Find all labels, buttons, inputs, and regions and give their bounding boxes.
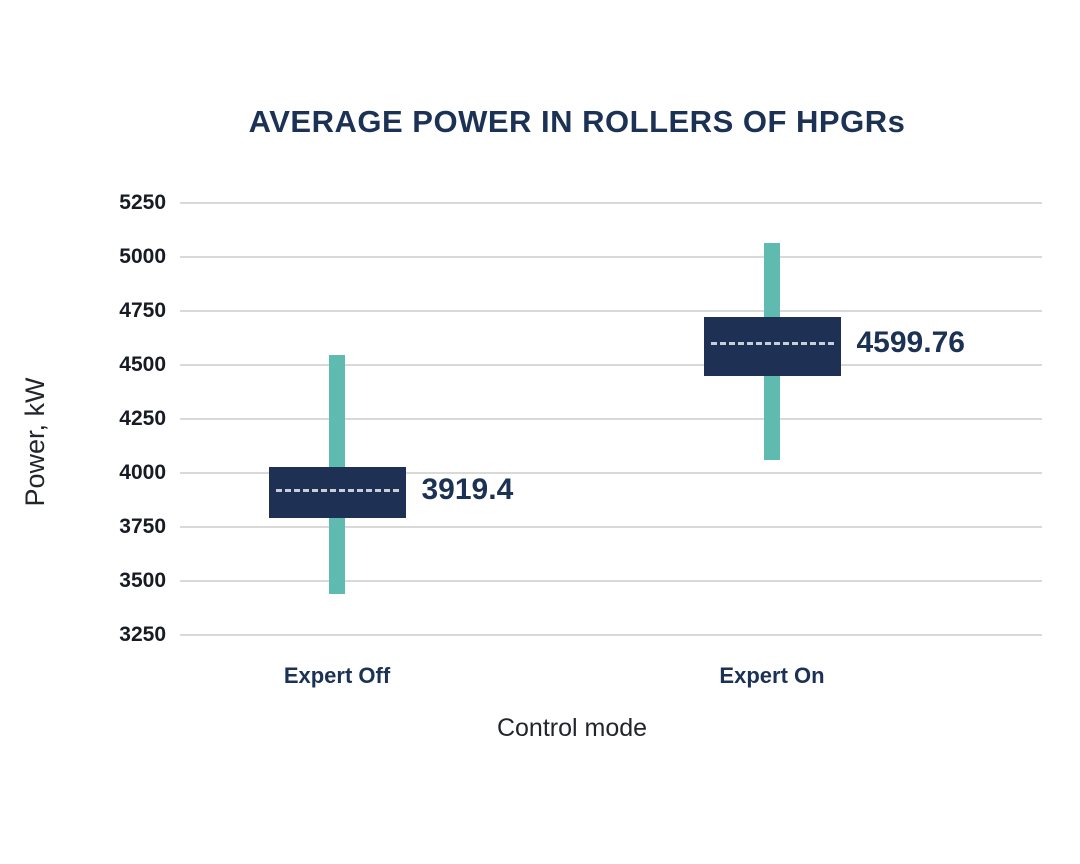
y-tick-label: 4000 bbox=[119, 461, 166, 484]
x-axis-title: Control mode bbox=[496, 714, 648, 742]
iqr-box bbox=[268, 466, 406, 519]
y-tick-label: 4250 bbox=[119, 407, 166, 430]
gridline bbox=[180, 472, 1042, 474]
y-tick-label: 5250 bbox=[119, 191, 166, 214]
x-category-label: Expert On bbox=[719, 663, 825, 688]
iqr-box bbox=[703, 317, 841, 376]
gridline bbox=[180, 256, 1042, 258]
y-tick-label: 3250 bbox=[119, 623, 166, 646]
mean-dashed-line bbox=[710, 341, 834, 345]
y-tick-label: 4750 bbox=[119, 299, 166, 322]
y-tick-label: 5000 bbox=[119, 245, 166, 268]
mean-dashed-line bbox=[275, 488, 399, 492]
y-tick-label: 3750 bbox=[119, 515, 166, 538]
mean-value-label: 4599.76 bbox=[856, 326, 965, 360]
gridline bbox=[180, 580, 1042, 582]
gridline bbox=[180, 202, 1042, 204]
y-tick-label: 4500 bbox=[119, 353, 166, 376]
gridline bbox=[180, 364, 1042, 366]
x-category-label: Expert Off bbox=[283, 663, 391, 688]
gridline bbox=[180, 418, 1042, 420]
y-tick-label: 3500 bbox=[119, 569, 166, 592]
gridline bbox=[180, 526, 1042, 528]
gridline bbox=[180, 310, 1042, 312]
gridline bbox=[180, 634, 1042, 636]
mean-value-label: 3919.4 bbox=[421, 473, 514, 507]
chart-title: AVERAGE POWER IN ROLLERS OF HPGRs bbox=[248, 104, 906, 139]
